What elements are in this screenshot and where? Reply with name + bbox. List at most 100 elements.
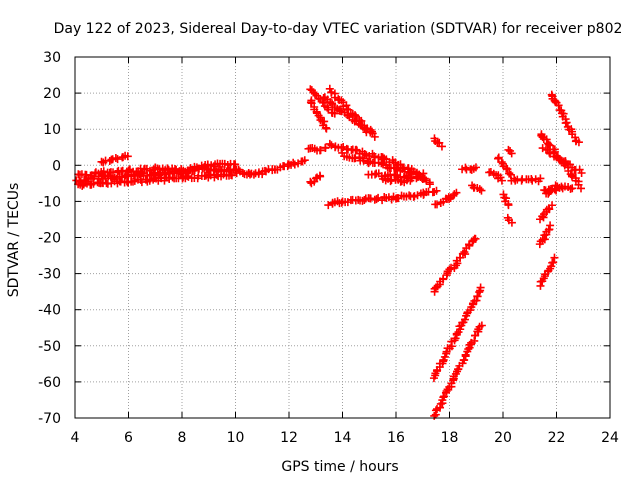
data-point (507, 149, 516, 158)
x-tick-label: 6 (124, 430, 133, 446)
y-tick-label: 30 (43, 50, 61, 66)
data-point (232, 169, 241, 178)
grid (75, 57, 610, 418)
data-point (542, 135, 551, 144)
data-point (370, 132, 379, 141)
axis-ticks: 4 6 8 10 12 14 16 18 20 22 24 -70 -60 -50 -40 -30 -20 -10… (38, 50, 619, 446)
data-point (497, 158, 506, 167)
data-point (372, 195, 381, 204)
x-tick-label: 14 (334, 430, 352, 446)
data-point (360, 149, 369, 158)
data-point (550, 253, 559, 262)
data-point (503, 165, 512, 174)
data-point (430, 411, 439, 420)
x-tick-label: 16 (387, 430, 405, 446)
data-point (471, 163, 480, 172)
data-point (425, 180, 434, 189)
data-point (325, 139, 334, 148)
data-point (315, 171, 324, 180)
data-point (505, 169, 514, 178)
data-point (460, 355, 469, 364)
data-point (502, 164, 511, 173)
data-point (437, 142, 446, 151)
data-point (212, 170, 221, 179)
x-tick-label: 18 (441, 430, 459, 446)
data-point (192, 163, 201, 172)
x-tick-label: 8 (178, 430, 187, 446)
data-point (460, 248, 469, 257)
x-tick-label: 20 (494, 430, 512, 446)
x-tick-label: 4 (71, 430, 80, 446)
data-point (562, 118, 571, 127)
data-point (177, 165, 186, 174)
plot-border (74, 56, 611, 419)
y-tick-label: -30 (38, 267, 61, 283)
y-tick-label: -10 (38, 194, 61, 210)
data-point (113, 155, 122, 164)
data-point (476, 283, 485, 292)
data-point (205, 170, 214, 179)
data-point (538, 133, 547, 142)
y-tick-label: -60 (38, 375, 61, 391)
data-point (227, 171, 236, 180)
data-point (321, 143, 330, 152)
data-point (548, 201, 557, 210)
data-point (320, 117, 329, 126)
data-point (183, 172, 192, 181)
data-point (310, 89, 319, 98)
data-point (319, 94, 328, 103)
y-tick-label: 10 (43, 122, 61, 138)
data-point (536, 174, 545, 183)
data-point (497, 176, 506, 185)
x-axis-label: GPS time / hours (281, 459, 398, 475)
data-point (99, 167, 108, 176)
data-point (471, 234, 480, 243)
data-point (377, 159, 386, 168)
data-point (300, 156, 309, 165)
data-point (464, 345, 473, 354)
y-tick-label: -40 (38, 303, 61, 319)
x-tick-label: 24 (601, 430, 619, 446)
data-point (455, 253, 464, 262)
data-point (546, 221, 555, 230)
data-point (577, 169, 586, 178)
data-point (371, 170, 380, 179)
data-point (439, 275, 448, 284)
data-point (567, 172, 576, 181)
data-point (374, 193, 383, 202)
x-tick-label: 22 (548, 430, 566, 446)
data-point (477, 321, 486, 330)
data-point (549, 258, 558, 267)
y-tick-label: -70 (38, 411, 61, 427)
data-points (72, 84, 586, 420)
data-point (460, 315, 469, 324)
y-tick-label: -20 (38, 231, 61, 247)
data-point (431, 406, 440, 415)
data-point (231, 160, 240, 169)
data-point (164, 165, 173, 174)
data-point (452, 188, 461, 197)
y-axis-label: SDTVAR / TECUs (6, 183, 22, 298)
data-point (554, 154, 563, 163)
data-point (432, 186, 441, 195)
data-point (123, 152, 132, 161)
data-point (324, 201, 333, 210)
data-point (352, 145, 361, 154)
data-point (507, 218, 516, 227)
data-point (452, 329, 461, 338)
x-tick-label: 10 (227, 430, 245, 446)
data-point (406, 176, 415, 185)
data-point (432, 200, 441, 209)
data-point (577, 184, 586, 193)
data-point (89, 179, 98, 188)
data-point (475, 185, 484, 194)
y-tick-label: 0 (52, 158, 61, 174)
data-point (419, 174, 428, 183)
data-point (436, 403, 445, 412)
chart-title: Day 122 of 2023, Sidereal Day-to-day VTE… (54, 21, 623, 37)
data-point (351, 154, 360, 163)
y-tick-label: -50 (38, 339, 61, 355)
data-point (355, 153, 364, 162)
x-tick-label: 12 (280, 430, 298, 446)
